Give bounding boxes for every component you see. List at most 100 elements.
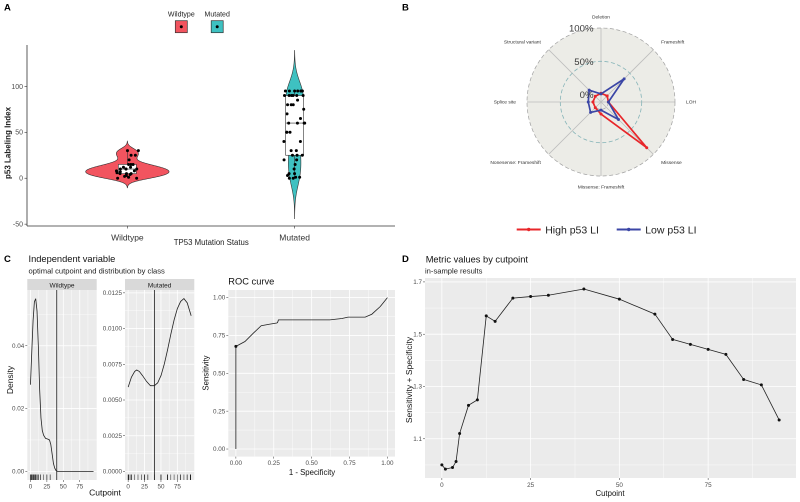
- data-point: [298, 139, 302, 143]
- data-point: [136, 149, 140, 153]
- metric-point: [742, 377, 746, 381]
- data-point: [296, 89, 300, 93]
- data-point: [287, 121, 291, 125]
- radar-axis-label: LOH: [686, 100, 697, 106]
- chart-title: Independent variable: [29, 254, 116, 264]
- metric-panel-background: [425, 278, 796, 478]
- radar-gridline: [559, 60, 643, 144]
- metric-point: [688, 342, 692, 346]
- legend-key-dot-icon: [179, 25, 183, 29]
- radar-point: [593, 106, 597, 110]
- data-point: [132, 169, 136, 173]
- radar-legend: High p53 LI Low p53 LI: [516, 224, 697, 236]
- radar-point: [606, 100, 610, 104]
- metric-point: [724, 352, 728, 356]
- panel-d: D Metric values by cutpoint in-sample re…: [402, 254, 796, 498]
- density-curve: [127, 297, 192, 388]
- chart-subtitle: in-sample results: [425, 267, 483, 276]
- facet-wildtype-panel-background: [27, 290, 97, 480]
- y-tick-label: 0.0000: [103, 469, 123, 476]
- legend-label-wildtype: Wildtype: [168, 12, 195, 19]
- metric-point: [466, 403, 470, 407]
- violin-group-wildtype: [85, 140, 170, 189]
- density-facets: Wildtype 0.00 0.02 0.04 0 25 50 75 Mutated 0.0000…: [12, 279, 195, 491]
- radar-point: [616, 117, 620, 121]
- data-point: [131, 162, 135, 166]
- legend-label-mutated: Mutated: [205, 12, 230, 19]
- radar-point: [599, 112, 603, 116]
- y-tick-label: 1.7: [413, 279, 422, 286]
- metric-point: [546, 293, 550, 297]
- radar-axis-line: [548, 101, 602, 155]
- legend-key-dot-icon: [215, 25, 219, 29]
- y-tick-label: 0: [19, 176, 23, 183]
- x-tick-label: 0: [29, 484, 33, 491]
- panel-label-d: D: [402, 254, 409, 265]
- legend-marker-icon: [627, 227, 631, 232]
- data-point: [299, 89, 303, 93]
- metric-point: [454, 460, 458, 464]
- data-point: [298, 117, 302, 120]
- metric-line: [441, 288, 780, 470]
- data-point: [283, 94, 286, 98]
- data-point: [125, 149, 129, 153]
- data-point: [289, 149, 293, 153]
- radar-point: [605, 94, 609, 98]
- y-tick-label: 1.1: [413, 436, 422, 443]
- legend-item-high-p53-li: High p53 LI: [516, 224, 599, 236]
- panel-label-c: C: [4, 254, 11, 265]
- data-point: [302, 107, 306, 111]
- data-point: [285, 112, 289, 116]
- y-tick-label: 100: [11, 84, 23, 91]
- x-axis-title: TP53 Mutation Status: [174, 238, 249, 247]
- panel-c: C Independent variable optimal cutpoint …: [4, 254, 395, 498]
- x-tick-label: 0: [440, 482, 444, 489]
- x-tick-label: 0: [126, 484, 130, 491]
- x-tick-label: 25: [527, 482, 535, 489]
- x-tick-label: 75: [705, 482, 713, 489]
- data-point: [127, 162, 131, 166]
- y-tick-label: 1.3: [413, 384, 422, 391]
- data-point: [285, 130, 289, 134]
- facet-strip: [125, 279, 195, 290]
- optimal-cutpoint-marker: [234, 344, 238, 348]
- data-point: [127, 158, 131, 162]
- metric-point: [706, 347, 710, 351]
- facet-strip: [27, 279, 97, 290]
- panel-a: A Wildtype Mutated p53 Labeling Index TP…: [4, 3, 395, 247]
- radar-axis-line: [600, 49, 654, 103]
- legend-item-low-p53-li: Low p53 LI: [616, 224, 697, 236]
- y-tick-label: 0.00: [213, 446, 226, 453]
- density-curve: [30, 298, 94, 472]
- radar-point: [593, 94, 597, 98]
- metric-point: [443, 467, 447, 471]
- box-iqr: [285, 95, 304, 156]
- radar-axis-label: Missense: [661, 160, 682, 166]
- panel-b-radar-chart: Deletion Frameshift LOH Missense Missense: F…: [490, 15, 696, 237]
- legend-a: Wildtype Mutated: [168, 12, 230, 34]
- data-point: [118, 167, 122, 171]
- legend-label: Low p53 LI: [645, 224, 696, 236]
- data-point: [295, 153, 299, 157]
- y-tick-label: 1.5: [413, 331, 422, 338]
- radar-axis-label: Deletion: [592, 15, 610, 21]
- x-tick-label: 0.25: [268, 460, 281, 467]
- data-point: [133, 153, 137, 157]
- legend-label: High p53 LI: [545, 224, 599, 236]
- y-tick-label: 0.0050: [103, 397, 123, 404]
- data-point: [124, 167, 128, 171]
- x-tick-label: 25: [43, 484, 51, 491]
- x-tick-label: 0.75: [343, 460, 356, 467]
- data-point: [124, 172, 128, 176]
- metric-point: [759, 383, 763, 387]
- data-point: [287, 172, 291, 176]
- data-point: [116, 176, 120, 180]
- data-point: [121, 165, 125, 169]
- radar-axis-label: Structural variant: [504, 40, 542, 46]
- y-axis-title: Density: [5, 365, 15, 394]
- metric-point: [440, 463, 444, 467]
- radar-axis-line: [548, 49, 602, 103]
- roc-y-axis-title: Sensitivity: [202, 355, 211, 390]
- x-tick-label: Mutated: [279, 232, 310, 242]
